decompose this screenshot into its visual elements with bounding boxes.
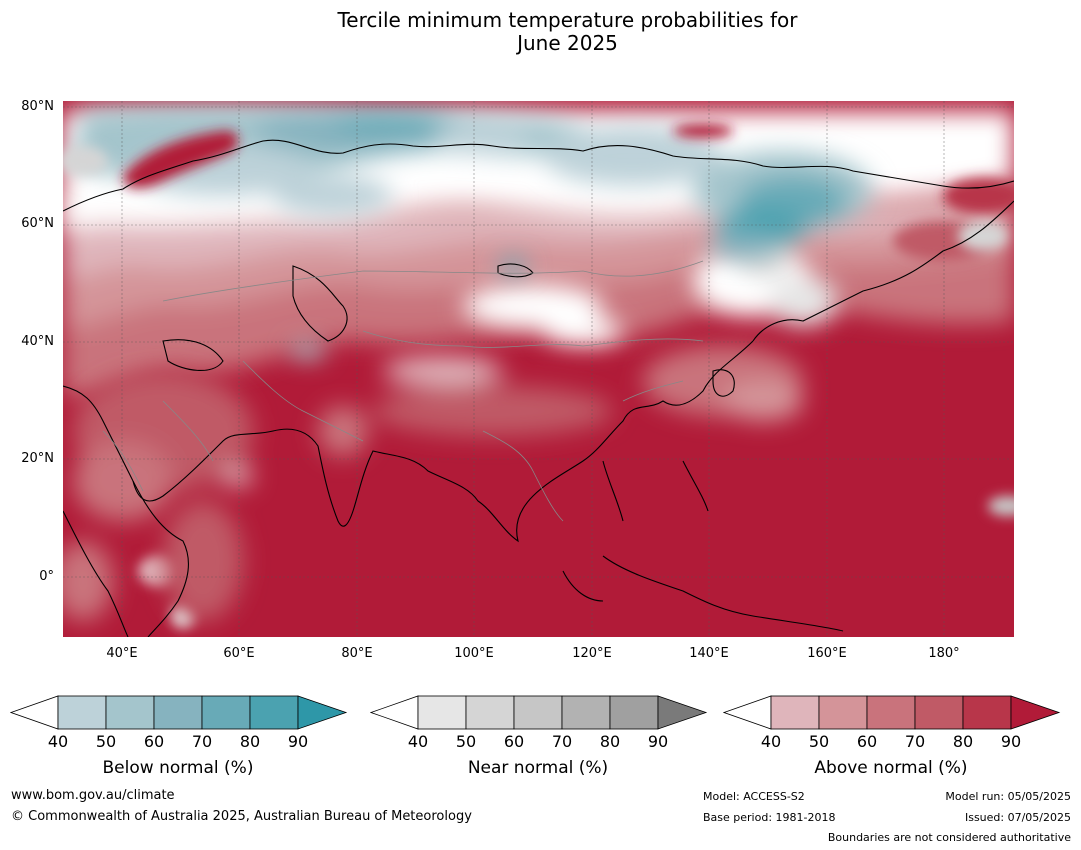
below-normal-title: Below normal (%) — [102, 758, 254, 778]
near-bar-segment — [513, 695, 563, 730]
below-tick-40: 40 — [47, 732, 69, 751]
below-tick-70: 70 — [191, 732, 213, 751]
below-tick-50: 50 — [95, 732, 117, 751]
below-bar-segment — [57, 695, 107, 730]
above-bar-segment — [914, 695, 964, 730]
footer-model: Model: ACCESS-S2 — [703, 790, 805, 803]
near-bar-segment — [465, 695, 515, 730]
colorbar-near-normal — [370, 695, 708, 730]
near-bar-low-extension — [370, 695, 419, 730]
map-title: Tercile minimum temperature probabilitie… — [0, 9, 1081, 55]
above-tick-50: 50 — [808, 732, 830, 751]
footer-disclaimer: Boundaries are not considered authoritat… — [827, 831, 1071, 844]
lat-label-20n: 20°N — [21, 451, 54, 466]
below-bar-segment — [153, 695, 203, 730]
above-tick-80: 80 — [952, 732, 974, 751]
above-tick-70: 70 — [904, 732, 926, 751]
above-bar-segment — [770, 695, 820, 730]
near-bar-segment — [609, 695, 659, 730]
footer-base-period: Base period: 1981-2018 — [703, 811, 836, 824]
near-tick-60: 60 — [503, 732, 525, 751]
map-gridlines — [63, 101, 1014, 637]
footer-model-run: Model run: 05/05/2025 — [945, 790, 1071, 803]
near-tick-70: 70 — [551, 732, 573, 751]
colorbar-below-normal — [10, 695, 348, 730]
near-normal-title: Near normal (%) — [467, 758, 609, 778]
below-bar-high-extension — [297, 695, 348, 730]
near-tick-50: 50 — [455, 732, 477, 751]
lon-label-40e: 40°E — [106, 646, 138, 661]
lat-label-0: 0° — [39, 569, 54, 584]
below-normal-areas — [73, 105, 873, 359]
lon-label-100e: 100°E — [454, 646, 494, 661]
near-bar-segment — [417, 695, 467, 730]
above-bar-low-extension — [723, 695, 772, 730]
lon-label-80e: 80°E — [341, 646, 373, 661]
above-bar-segment — [866, 695, 916, 730]
above-tick-40: 40 — [760, 732, 782, 751]
title-line-1: Tercile minimum temperature probabilitie… — [337, 8, 798, 32]
above-normal-title: Above normal (%) — [814, 758, 968, 778]
map-canvas — [63, 101, 1014, 637]
lat-label-80n: 80°N — [21, 99, 54, 114]
country-borders — [102, 260, 704, 522]
footer-url: www.bom.gov.au/climate — [11, 788, 175, 803]
lat-label-40n: 40°N — [21, 334, 54, 349]
lon-label-120e: 120°E — [572, 646, 612, 661]
below-bar-segment — [201, 695, 251, 730]
above-tick-90: 90 — [1000, 732, 1022, 751]
footer-issued: Issued: 07/05/2025 — [964, 811, 1071, 824]
below-bar-segment — [249, 695, 299, 730]
below-bar-low-extension — [10, 695, 59, 730]
near-tick-90: 90 — [647, 732, 669, 751]
below-tick-60: 60 — [143, 732, 165, 751]
lon-label-140e: 140°E — [689, 646, 729, 661]
near-bar-high-extension — [657, 695, 708, 730]
below-bar-segment — [105, 695, 155, 730]
lon-label-160e: 160°E — [807, 646, 847, 661]
near-tick-80: 80 — [599, 732, 621, 751]
probability-map — [63, 101, 1014, 637]
above-bar-high-extension — [1010, 695, 1061, 730]
near-tick-40: 40 — [407, 732, 429, 751]
above-bar-segment — [962, 695, 1012, 730]
below-tick-90: 90 — [287, 732, 309, 751]
title-line-2: June 2025 — [517, 31, 618, 55]
lon-label-60e: 60°E — [223, 646, 255, 661]
above-bar-segment — [818, 695, 868, 730]
colorbar-above-normal — [723, 695, 1061, 730]
above-tick-60: 60 — [856, 732, 878, 751]
footer-copyright: © Commonwealth of Australia 2025, Austra… — [11, 809, 472, 824]
lat-label-60n: 60°N — [21, 216, 54, 231]
below-tick-80: 80 — [239, 732, 261, 751]
near-bar-segment — [561, 695, 611, 730]
lon-label-180: 180° — [928, 646, 960, 661]
